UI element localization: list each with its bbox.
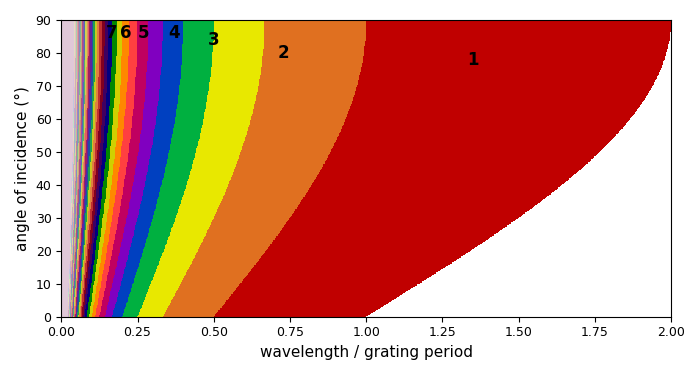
Text: 5: 5 [138,24,149,42]
Text: 6: 6 [120,24,131,42]
Text: 7: 7 [106,24,118,42]
Text: 4: 4 [168,24,180,42]
Text: 2: 2 [278,44,290,62]
Text: 1: 1 [467,51,479,69]
X-axis label: wavelength / grating period: wavelength / grating period [260,345,472,360]
Y-axis label: angle of incidence (°): angle of incidence (°) [15,86,30,251]
Text: 3: 3 [208,31,220,49]
